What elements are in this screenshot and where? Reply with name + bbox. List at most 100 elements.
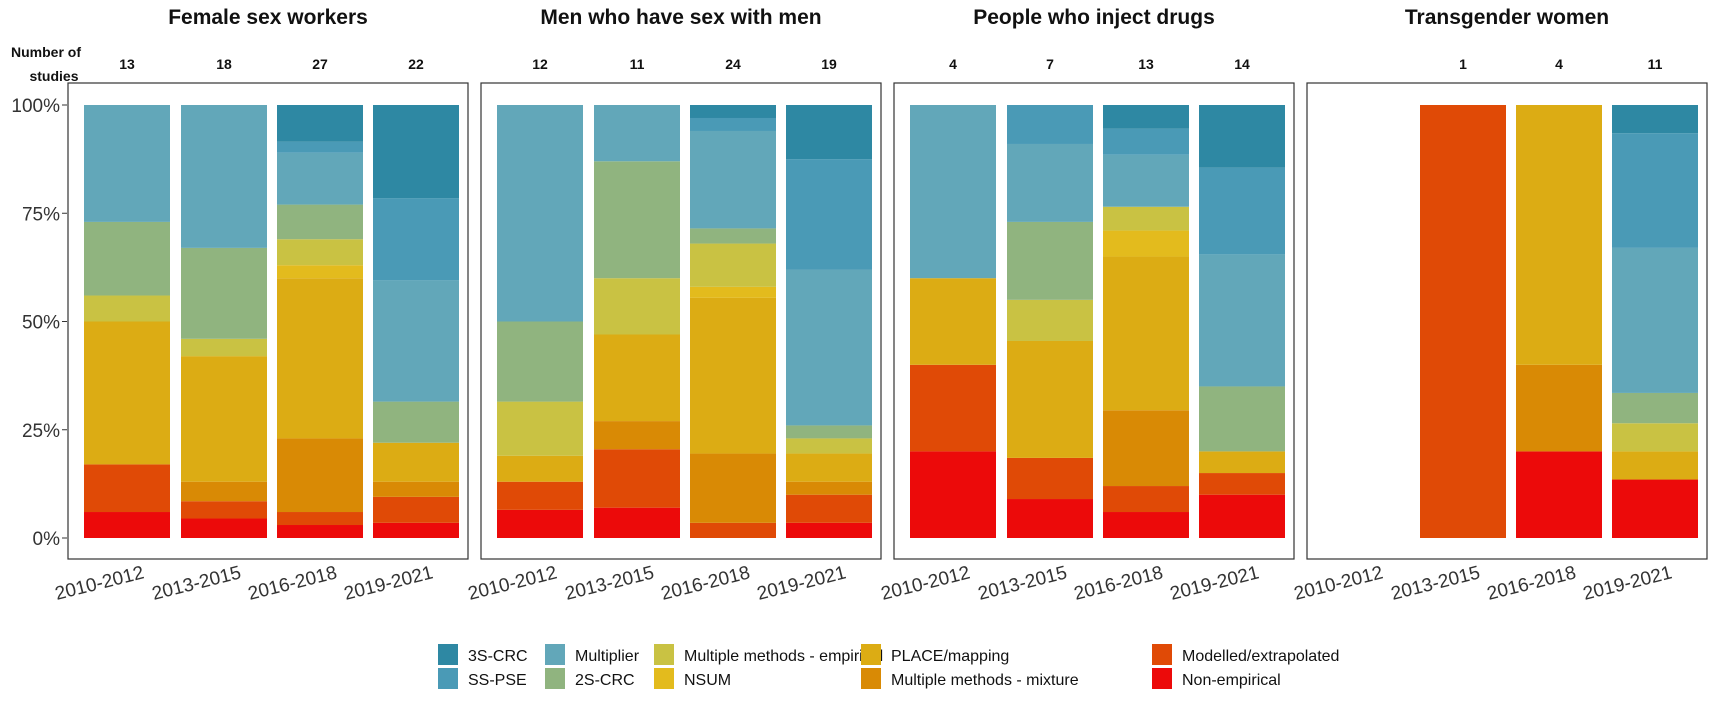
bar-segment-multiplier — [1007, 143, 1093, 222]
bar-2016-2018 — [277, 105, 363, 538]
bar-segment-place-mapping — [690, 297, 776, 454]
bar-segment-3s-crc — [1199, 105, 1285, 168]
bar-segment-place-mapping — [373, 442, 459, 482]
facet-title: Men who have sex with men — [540, 6, 821, 29]
bar-segment-nsum — [690, 286, 776, 298]
study-count-label: 7 — [1046, 56, 1054, 72]
bar-segment-non-empirical — [277, 525, 363, 538]
bar-segment-modelled-extrapolated — [786, 494, 872, 523]
legend-label: SS-PSE — [468, 672, 527, 689]
bar-segment-ss-pse — [1199, 167, 1285, 255]
bar-segment-nsum — [1103, 230, 1189, 257]
study-count-label: 11 — [1648, 56, 1663, 72]
bar-segment-modelled-extrapolated — [1420, 105, 1506, 538]
facet-panels: Female sex workers 13 2010-2012 18 2013-2015… — [53, 6, 1708, 605]
bar-segment-non-empirical — [373, 522, 459, 538]
legend-item-non-empirical: Non-empirical — [1152, 668, 1281, 689]
y-tick-label: 75% — [22, 204, 60, 225]
legend-label: Non-empirical — [1182, 672, 1281, 689]
bar-segment-ss-pse — [1007, 105, 1093, 144]
bar-segment-multiple-methods-empirical — [84, 295, 170, 322]
legend-item-multiplier: Multiplier — [545, 644, 640, 665]
x-tick-label: 2013-2015 — [976, 562, 1069, 604]
legend-item-nsum: NSUM — [654, 668, 731, 689]
bar-segment-2s-crc — [181, 247, 267, 339]
bar-segment-ss-pse — [690, 117, 776, 131]
y-axis: 0% 25% 50% 75% 100% — [11, 96, 67, 550]
y-tick-label: 0% — [33, 529, 61, 550]
bar-segment-modelled-extrapolated — [1199, 473, 1285, 495]
x-tick-label: 2010-2012 — [466, 562, 559, 604]
bar-segment-3s-crc — [1103, 105, 1189, 129]
bar-2019-2021 — [1612, 105, 1698, 538]
study-count-label: 4 — [949, 56, 957, 72]
bar-segment-place-mapping — [1516, 105, 1602, 365]
bar-segment-multiplier — [594, 105, 680, 162]
bar-segment-place-mapping — [1103, 256, 1189, 411]
bar-segment-2s-crc — [594, 161, 680, 279]
bar-segment-2s-crc — [786, 425, 872, 439]
legend-item-modelled-extrapolated: Modelled/extrapolated — [1152, 644, 1339, 665]
bar-segment-multiplier — [277, 152, 363, 205]
bar-segment-non-empirical — [1199, 494, 1285, 538]
study-count-label: 12 — [532, 56, 548, 72]
legend-swatch — [545, 668, 565, 689]
legend-label: Modelled/extrapolated — [1182, 648, 1339, 665]
bar-2010-2012 — [497, 105, 583, 538]
bar-segment-non-empirical — [594, 507, 680, 538]
bar-segment-multiple-methods-mixture — [594, 421, 680, 450]
x-tick-label: 2013-2015 — [150, 562, 243, 604]
bar-segment-multiplier — [690, 130, 776, 229]
x-tick-label: 2013-2015 — [563, 562, 656, 604]
x-tick-label: 2010-2012 — [1292, 562, 1385, 604]
bar-segment-non-empirical — [910, 451, 996, 538]
x-tick-label: 2016-2018 — [1485, 562, 1578, 604]
bar-segment-modelled-extrapolated — [690, 522, 776, 538]
bar-segment-multiple-methods-mixture — [1103, 410, 1189, 487]
legend-label: Multiple methods - mixture — [891, 672, 1079, 689]
legend-label: NSUM — [684, 672, 731, 689]
bar-segment-multiple-methods-empirical — [594, 278, 680, 335]
study-count-label: 4 — [1555, 56, 1563, 72]
bar-segment-non-empirical — [786, 522, 872, 538]
bar-segment-multiple-methods-mixture — [1516, 364, 1602, 452]
facet-border — [480, 82, 882, 560]
facet-border — [893, 82, 1295, 560]
bar-segment-2s-crc — [373, 401, 459, 443]
bar-segment-ss-pse — [277, 141, 363, 153]
bar-2013-2015 — [181, 105, 267, 538]
bar-segment-multiple-methods-empirical — [786, 438, 872, 454]
bar-segment-multiplier — [84, 105, 170, 222]
x-tick-label: 2013-2015 — [1389, 562, 1482, 604]
bar-segment-modelled-extrapolated — [910, 364, 996, 452]
facet-transgender-women: Transgender women 2010-2012 1 2013-2015 4 201… — [1292, 6, 1708, 605]
bar-segment-modelled-extrapolated — [497, 481, 583, 510]
facet-title: Transgender women — [1405, 6, 1609, 29]
legend-swatch — [438, 668, 458, 689]
bar-segment-non-empirical — [181, 518, 267, 538]
bar-segment-multiplier — [497, 105, 583, 322]
bar-segment-multiplier — [181, 105, 267, 248]
bar-segment-multiple-methods-mixture — [786, 481, 872, 495]
bar-segment-2s-crc — [277, 204, 363, 240]
bar-segment-modelled-extrapolated — [1007, 457, 1093, 500]
legend-swatch — [654, 668, 674, 689]
x-tick-label: 2016-2018 — [246, 562, 339, 604]
number-of-studies-header: Number of studies — [11, 44, 81, 84]
count-header-line-2: studies — [29, 68, 78, 84]
bar-segment-multiple-methods-mixture — [373, 481, 459, 497]
bar-segment-2s-crc — [1199, 386, 1285, 452]
study-count-label: 18 — [216, 56, 232, 72]
legend-swatch — [545, 644, 565, 665]
bar-segment-multiple-methods-empirical — [181, 338, 267, 357]
facet-female-sex-workers: Female sex workers 13 2010-2012 18 2013-2015… — [53, 6, 469, 605]
bar-segment-ss-pse — [1103, 128, 1189, 155]
study-count-label: 22 — [408, 56, 424, 72]
study-count-label: 1 — [1459, 56, 1467, 72]
bar-segment-multiplier — [1103, 154, 1189, 207]
count-header-line-1: Number of — [11, 44, 81, 60]
legend-swatch — [861, 668, 881, 689]
x-tick-label: 2019-2021 — [755, 562, 848, 604]
bar-segment-3s-crc — [786, 105, 872, 160]
legend-item-ss-pse: SS-PSE — [438, 668, 527, 689]
